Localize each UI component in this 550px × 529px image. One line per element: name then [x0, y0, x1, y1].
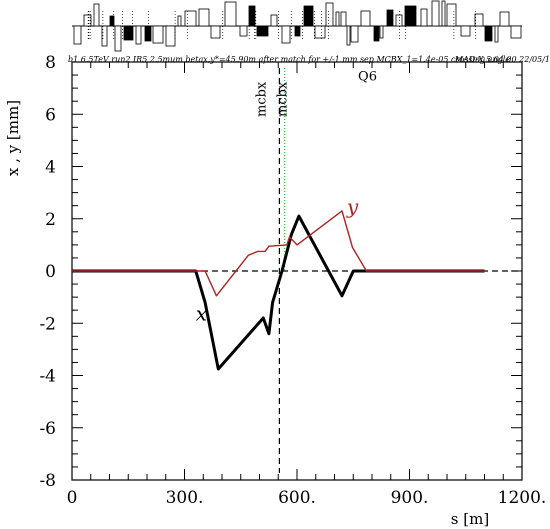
element-markers: mcbx mcbx Q6: [254, 68, 377, 473]
lattice-element: [135, 25, 142, 45]
lattice-element: [198, 8, 210, 27]
lattice-element: [340, 11, 347, 27]
lattice-element: [510, 25, 522, 39]
lattice-element: [303, 5, 314, 27]
lattice-element: [386, 9, 394, 27]
marker-label: mcbx: [254, 81, 269, 117]
lattice-element: [281, 25, 291, 44]
y-tick-label: 4: [45, 158, 56, 178]
series-x-label: x: [196, 302, 207, 326]
lattice-element: [484, 25, 493, 42]
axis-ticks: [71, 61, 523, 481]
y-tick-label: -6: [39, 419, 56, 439]
y-tick-labels: -8 -6 -4 -2 0 2 4 6 8: [39, 53, 56, 491]
lattice-element: [499, 11, 510, 27]
lattice-element: [109, 15, 115, 27]
x-tick-labels: 0 300. 600. 900. 1200.: [67, 488, 547, 508]
lattice-element: [144, 25, 152, 42]
lattice-element: [177, 15, 182, 27]
x-tick-label: 300.: [166, 488, 204, 508]
series-y-line: [72, 210, 485, 297]
y-tick-label: -8: [39, 471, 56, 491]
lattice-element: [350, 25, 359, 43]
y-tick-label: 8: [45, 53, 56, 73]
lattice-element: [294, 25, 301, 37]
lattice-element: [441, 0, 446, 27]
lattice-element: [93, 3, 100, 27]
lattice-element: [404, 5, 417, 27]
lattice-element: [474, 13, 484, 27]
series-x-line: [72, 214, 485, 371]
y-tick-label: 0: [45, 262, 56, 282]
annotation-label: Q6: [358, 69, 377, 84]
lattice-element: [335, 11, 340, 27]
x-axis-title: s [m]: [451, 510, 489, 528]
lattice-element: [460, 25, 471, 37]
y-tick-label: 6: [45, 105, 56, 125]
lattice-element: [184, 10, 197, 27]
lattice-element: [314, 25, 326, 39]
chart-header: b1 6.5TeV run2 IR5 2.5mum betax,y*=45.90…: [68, 55, 510, 64]
lattice-element: [446, 3, 457, 27]
lattice-element: [373, 25, 380, 42]
lattice-element: [239, 25, 248, 37]
lattice-element: [395, 14, 403, 27]
lattice-element: [73, 25, 82, 45]
lattice-element: [83, 14, 92, 27]
series-y-label: y: [346, 195, 359, 219]
lattice-element: [420, 8, 428, 27]
x-tick-label: 600.: [278, 488, 316, 508]
y-tick-label: 2: [45, 210, 56, 230]
marker-label: mcbx: [276, 81, 291, 117]
y-axis-title: x , y [mm]: [4, 100, 22, 176]
lattice-element: [165, 25, 176, 47]
lattice-element: [379, 25, 384, 39]
lattice-element: [114, 25, 122, 52]
lattice-element: [256, 25, 269, 37]
x-tick-label: 900.: [391, 488, 429, 508]
lattice-element: [270, 14, 278, 27]
x-tick-label: 1200.: [498, 488, 547, 508]
lattice-element: [325, 2, 334, 27]
y-tick-label: -2: [39, 314, 56, 334]
lattice-element: [123, 25, 134, 41]
series-lines: xy: [72, 195, 485, 371]
lattice-layout-strip: [72, 0, 522, 52]
lattice-element: [152, 25, 164, 44]
program-version: MAD-X 5.04.00 22/05/1: [454, 55, 550, 64]
lattice-element: [224, 1, 237, 27]
lattice-element: [346, 25, 351, 46]
lattice-element: [494, 25, 499, 43]
y-tick-label: -4: [39, 367, 56, 387]
lattice-element: [360, 10, 371, 27]
lattice-element: [248, 5, 256, 27]
x-tick-label: 0: [67, 488, 78, 508]
lattice-element: [101, 25, 108, 47]
lattice-element: [210, 25, 221, 39]
lattice-element: [431, 0, 440, 27]
